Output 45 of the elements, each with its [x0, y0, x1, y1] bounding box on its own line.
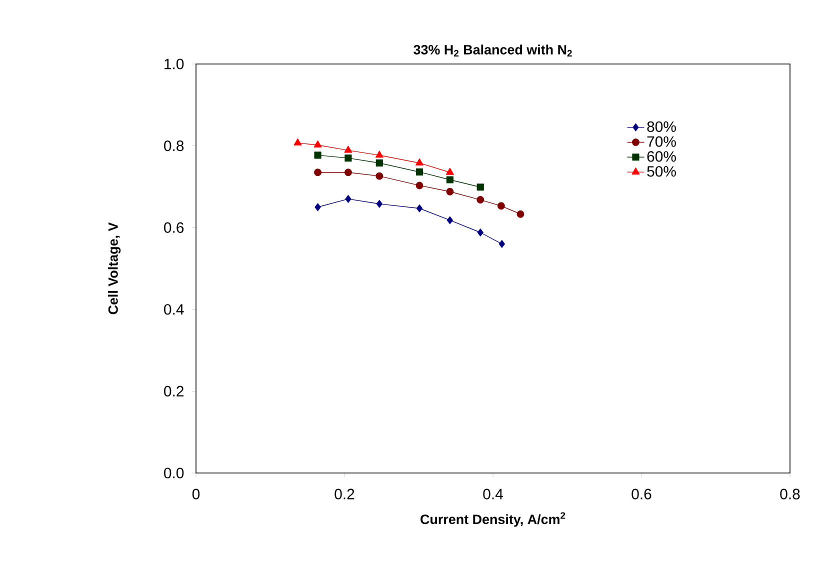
y-tick-label: 0.4 — [164, 304, 184, 315]
point — [446, 176, 454, 184]
point — [344, 168, 352, 176]
chart-title: 33% H$_{2}$ Balanced with N$_{2}$ — [414, 44, 572, 56]
point — [294, 138, 302, 146]
x-tick-label: 0 — [192, 488, 200, 500]
point — [516, 210, 524, 218]
point — [498, 240, 505, 248]
point — [376, 159, 383, 167]
point — [376, 200, 382, 208]
point — [344, 146, 352, 153]
y-tick-label: 0.8 — [164, 140, 184, 152]
point — [345, 195, 352, 203]
y-tick-label: 0.0 — [164, 468, 184, 478]
x-tick-label: 0.2 — [334, 488, 354, 500]
point — [446, 168, 454, 175]
legend-label: 70% — [647, 136, 676, 147]
point — [344, 154, 352, 162]
point — [314, 140, 322, 148]
legend-label: 50% — [647, 166, 676, 177]
point — [476, 184, 484, 191]
point — [416, 204, 423, 212]
x-tick-label: 0.6 — [632, 488, 652, 500]
point — [476, 196, 484, 204]
point — [416, 168, 424, 176]
point — [376, 172, 384, 180]
point — [416, 158, 424, 166]
point — [446, 188, 454, 196]
legend-label: 60% — [647, 151, 676, 162]
point — [477, 228, 484, 236]
point — [314, 203, 321, 212]
y-tick-label: 1.0 — [164, 58, 184, 70]
x-axis-title: Current Density, A/cm$^{2}$ — [420, 512, 566, 527]
point — [314, 152, 322, 159]
y-tick-label: 0.2 — [164, 386, 184, 396]
point — [375, 150, 384, 158]
point — [446, 216, 453, 224]
point — [314, 168, 322, 176]
y-tick-label: 0.6 — [164, 222, 184, 233]
y-axis-title: Cell Voltage, V — [108, 222, 121, 314]
x-tick-label: 0.4 — [483, 488, 503, 500]
point — [497, 202, 505, 210]
x-tick-label: 0.8 — [780, 488, 800, 500]
legend-label: 80% — [647, 121, 676, 132]
point — [416, 182, 424, 190]
